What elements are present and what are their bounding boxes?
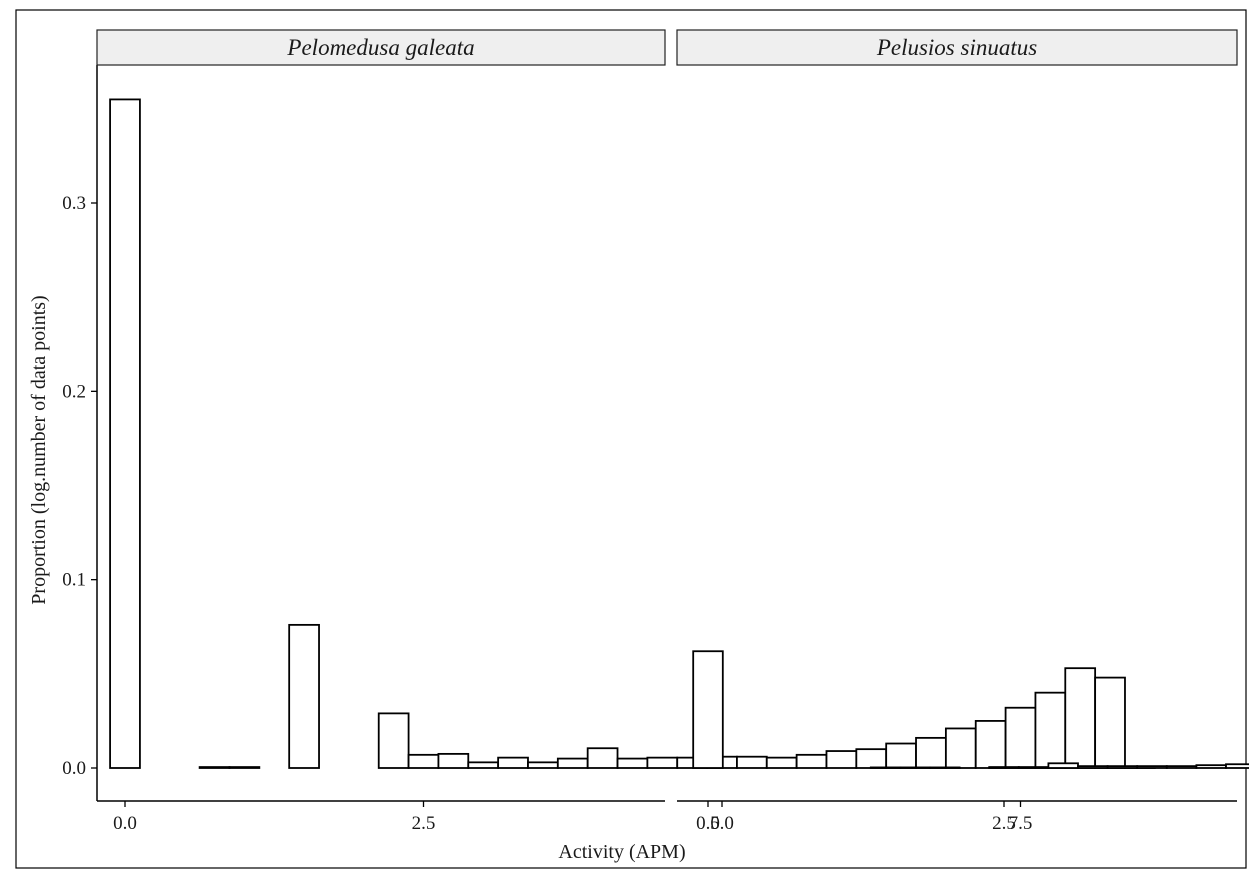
histogram-bar (109, 98, 141, 769)
histogram-bar (377, 712, 410, 769)
histogram-bar (527, 761, 559, 769)
histogram-bar (437, 752, 470, 769)
histogram-bar (736, 755, 768, 769)
x-tick-label: 7.5 (1009, 813, 1033, 834)
histogram-bar (646, 756, 679, 769)
x-axis-title: Activity (APM) (558, 841, 685, 863)
histogram-bar (467, 761, 500, 769)
histogram-bar (988, 766, 1020, 769)
histogram-bar (198, 766, 231, 769)
x-axis: 0.0 2.5 5.0 7.5 (97, 800, 1033, 834)
histogram-bar (765, 756, 798, 769)
strip-title: Pelomedusa galeata (286, 35, 474, 60)
histogram-bar (974, 720, 1007, 769)
histogram-bar (795, 753, 828, 769)
histogram-bars (692, 650, 1249, 769)
figure-frame (15, 9, 1247, 869)
histogram-bar (1094, 676, 1126, 769)
histogram-bar (586, 747, 619, 769)
y-axis: 0.0 0.1 0.2 0.3 (62, 65, 98, 801)
histogram-bar (228, 766, 261, 769)
histogram-bar (899, 766, 931, 769)
y-tick-label: 0.3 (62, 193, 86, 214)
histogram-bar (1136, 765, 1168, 769)
x-tick-label: 5.0 (710, 813, 734, 834)
histogram-bar (497, 756, 529, 769)
strip-title: Pelusios sinuatus (876, 35, 1037, 60)
x-tick-label: 0.0 (696, 813, 720, 834)
histogram-bar (1047, 762, 1079, 769)
strip-background (96, 29, 666, 66)
y-tick-label: 0.2 (62, 381, 86, 402)
histogram-bar (407, 753, 440, 769)
y-axis-title: Proportion (log.number of data points) (28, 295, 50, 604)
histogram-bar (1064, 667, 1097, 769)
histogram-bar (1195, 764, 1227, 769)
histogram-bar (944, 727, 977, 769)
histogram-bar (288, 623, 320, 769)
x-tick-label: 2.5 (412, 813, 436, 834)
histogram-bar (1017, 766, 1050, 769)
histogram-bar (915, 736, 947, 769)
histogram-bar (825, 750, 858, 769)
histogram-bar (855, 748, 888, 769)
y-tick-label: 0.1 (62, 570, 86, 591)
x-axis: 0.0 2.5 5.0 7.5 (677, 800, 1237, 834)
histogram-bar (885, 742, 917, 769)
histogram-bar (692, 650, 724, 769)
histogram-bar (1034, 691, 1067, 769)
histogram-bar (1077, 765, 1109, 769)
histogram-bar (929, 766, 961, 769)
histogram-bar (616, 757, 649, 769)
histogram-bar (869, 766, 902, 769)
histogram-bar (1225, 763, 1249, 769)
histogram-bars (109, 98, 1156, 769)
panel-pelomedusa-galeata: Pelomedusa galeata 0.0 2.5 5.0 7.5 (96, 29, 1156, 834)
histogram-bar (556, 757, 589, 769)
histogram-bar (1004, 706, 1037, 769)
y-tick-label: 0.0 (62, 758, 86, 779)
histogram-bar (1106, 765, 1139, 769)
histogram-bar (1165, 765, 1198, 769)
panel-pelusios-sinuatus: Pelusios sinuatus 0.0 2.5 5.0 7.5 (676, 29, 1249, 834)
x-tick-label: 0.0 (113, 813, 137, 834)
x-tick-label: 2.5 (992, 813, 1016, 834)
strip-background (676, 29, 1238, 66)
